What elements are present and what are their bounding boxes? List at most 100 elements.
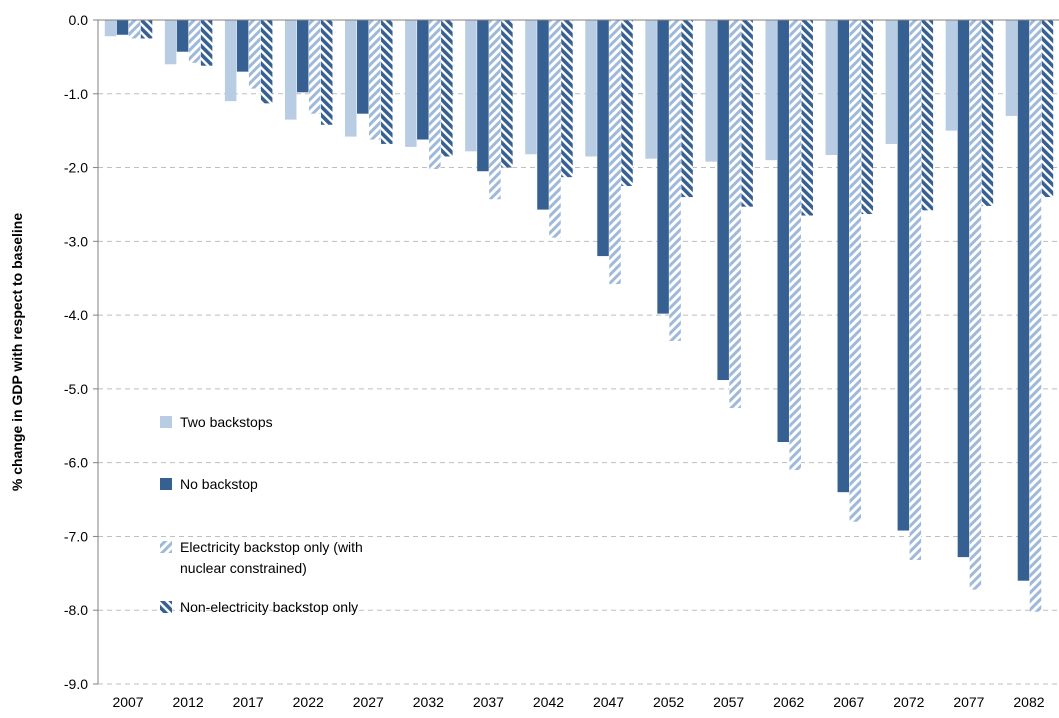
x-tick-label: 2072 <box>893 694 924 710</box>
x-tick-label: 2037 <box>473 694 504 710</box>
x-tick-label: 2032 <box>413 694 444 710</box>
bar <box>525 20 537 155</box>
bar <box>825 20 838 156</box>
legend: Two backstops No backstop Electricity back… <box>160 414 363 615</box>
x-tick-label: 2017 <box>233 694 264 710</box>
bar <box>441 20 453 157</box>
axes <box>93 19 1059 685</box>
bar <box>320 20 333 125</box>
x-tick-label: 2012 <box>173 694 204 710</box>
bar <box>200 20 213 66</box>
bar <box>837 20 850 493</box>
y-tick-label: -9.0 <box>64 676 88 692</box>
bars <box>104 20 1054 612</box>
bar <box>164 20 177 65</box>
bar <box>296 20 309 93</box>
bar <box>657 20 669 314</box>
y-tick-label: -2.0 <box>64 160 88 176</box>
legend-label: Electricity backstop only (with <box>180 539 363 555</box>
bar <box>381 20 393 144</box>
grid-lines <box>98 93 1059 685</box>
bar <box>465 20 477 152</box>
bar <box>861 20 874 215</box>
x-tick-label: 2062 <box>773 694 804 710</box>
y-tick-label: -5.0 <box>64 381 88 397</box>
bar <box>405 20 417 147</box>
bar <box>477 20 489 172</box>
bar <box>176 20 189 52</box>
bar <box>429 20 441 170</box>
bar <box>224 20 237 102</box>
bar <box>621 20 633 186</box>
bar <box>801 20 813 216</box>
x-tick-label: 2027 <box>353 694 384 710</box>
x-tick-label: 2057 <box>713 694 744 710</box>
legend-label: Non-electricity backstop only <box>180 599 358 615</box>
y-tick-label: 0.0 <box>69 12 89 28</box>
legend-label: No backstop <box>180 476 258 492</box>
bar <box>741 20 753 207</box>
x-tick-label: 2022 <box>293 694 324 710</box>
bar <box>981 20 994 206</box>
bar <box>645 20 657 159</box>
bar <box>597 20 609 257</box>
bar <box>909 20 922 561</box>
x-tick-label: 2047 <box>593 694 624 710</box>
bar <box>549 20 561 238</box>
x-tick-label: 2042 <box>533 694 564 710</box>
bar <box>260 20 273 104</box>
bar <box>369 20 381 140</box>
bar <box>957 20 970 558</box>
legend-swatch <box>160 601 172 613</box>
bar <box>885 20 898 144</box>
y-tick-label: -6.0 <box>64 455 88 471</box>
legend-label: Two backstops <box>180 414 273 430</box>
bar <box>609 20 621 285</box>
bar <box>705 20 717 162</box>
legend-label: nuclear constrained) <box>180 560 307 576</box>
x-tick-label: 2052 <box>653 694 684 710</box>
bar <box>345 20 357 137</box>
bar <box>116 20 129 35</box>
y-axis-title: % change in GDP with respect to baseline <box>9 213 25 491</box>
bar <box>140 20 153 39</box>
bar <box>921 20 934 211</box>
bar <box>188 20 201 63</box>
bar <box>849 20 862 522</box>
y-tick-label: -7.0 <box>64 528 88 544</box>
bar <box>1005 20 1018 116</box>
bar <box>357 20 369 114</box>
bar <box>537 20 549 210</box>
bar <box>308 20 321 114</box>
x-tick-label: 2067 <box>833 694 864 710</box>
y-tick-label: -3.0 <box>64 233 88 249</box>
bar <box>1041 20 1054 198</box>
bar <box>897 20 910 531</box>
bar <box>236 20 249 72</box>
y-tick-label: -1.0 <box>64 86 88 102</box>
bar <box>128 20 141 39</box>
bar <box>561 20 573 178</box>
bar <box>501 20 513 168</box>
bar <box>248 20 261 89</box>
x-tick-label: 2007 <box>112 694 143 710</box>
bar <box>789 20 801 471</box>
bar <box>104 20 117 37</box>
bar <box>489 20 501 200</box>
y-tick-label: -8.0 <box>64 602 88 618</box>
bar <box>681 20 693 198</box>
bar <box>729 20 741 409</box>
y-tick-label: -4.0 <box>64 307 88 323</box>
bar <box>669 20 681 341</box>
x-tick-label: 2077 <box>953 694 984 710</box>
bar <box>585 20 597 157</box>
legend-swatch <box>160 541 172 553</box>
bar <box>284 20 297 120</box>
bar <box>1029 20 1042 612</box>
x-tick-label: 2082 <box>1013 694 1044 710</box>
bar <box>969 20 982 590</box>
bar <box>717 20 729 381</box>
bar <box>417 20 429 140</box>
legend-swatch <box>160 478 172 490</box>
